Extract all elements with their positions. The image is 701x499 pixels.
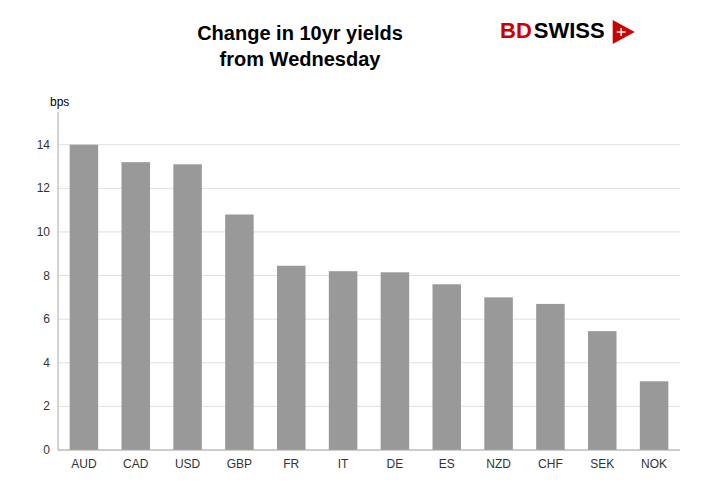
bar <box>432 284 461 450</box>
y-axis-line <box>58 112 59 450</box>
x-tick-label: FR <box>283 457 299 471</box>
bar <box>588 331 617 450</box>
y-tick-label: 12 <box>37 181 51 195</box>
x-axis-line <box>58 450 680 451</box>
x-tick-label: DE <box>387 457 404 471</box>
bar <box>70 145 99 450</box>
bar <box>277 266 306 450</box>
grid-line <box>58 362 680 363</box>
y-tick-label: 0 <box>43 443 50 457</box>
y-tick-label: 14 <box>37 138 51 152</box>
subtitle: from Wednesday <box>220 48 382 70</box>
bar <box>121 162 150 450</box>
logo-text: BD <box>500 18 532 43</box>
y-tick-label: 4 <box>43 356 50 370</box>
y-tick-label: 8 <box>43 269 50 283</box>
logo-mark <box>613 20 635 44</box>
x-tick-label: NOK <box>641 457 667 471</box>
logo-text: SWISS <box>534 18 605 43</box>
bar <box>173 164 202 450</box>
title: Change in 10yr yields <box>197 22 403 44</box>
bars <box>70 145 669 450</box>
x-tick-label: ES <box>439 457 455 471</box>
grid-line <box>58 231 680 232</box>
bar <box>484 297 513 450</box>
chart-container: Change in 10yr yields from Wednesday BDSWI… <box>0 0 701 499</box>
grid-line <box>58 188 680 189</box>
grid-line <box>58 319 680 320</box>
x-tick-label: CHF <box>538 457 563 471</box>
chart: Change in 10yr yields from Wednesday BDSWI… <box>0 0 701 499</box>
grid-line <box>58 144 680 145</box>
x-tick-label: SEK <box>590 457 614 471</box>
x-tick-label: USD <box>175 457 201 471</box>
grid-line <box>58 275 680 276</box>
bar <box>536 304 565 450</box>
logo-mark <box>620 28 622 36</box>
bar <box>640 381 669 450</box>
x-tick-label: NZD <box>486 457 511 471</box>
y-tick-label: 2 <box>43 399 50 413</box>
x-tick-label: CAD <box>123 457 149 471</box>
bar <box>225 214 254 450</box>
y-tick-label: 10 <box>37 225 51 239</box>
background <box>0 0 701 499</box>
bar <box>381 272 410 450</box>
y-tick-label: 6 <box>43 312 50 326</box>
x-tick-label: GBP <box>227 457 252 471</box>
grid-line <box>58 406 680 407</box>
bar <box>329 271 358 450</box>
x-tick-label: AUD <box>71 457 97 471</box>
y-axis-label: bps <box>50 95 69 109</box>
x-tick-label: IT <box>338 457 349 471</box>
grid-line <box>58 450 680 451</box>
